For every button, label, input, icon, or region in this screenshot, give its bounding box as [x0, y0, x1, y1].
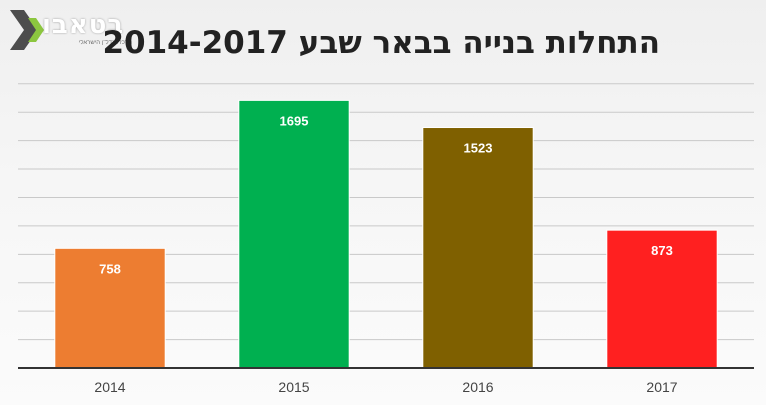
x-tick-label-2017: 2017	[646, 379, 677, 395]
logo-chevron-icon	[10, 10, 44, 50]
x-tick-label-2014: 2014	[94, 379, 125, 395]
data-label-2014: 758	[99, 261, 121, 276]
data-label-2016: 1523	[464, 141, 493, 156]
bar-2015	[238, 99, 350, 369]
x-tick-label-2016: 2016	[462, 379, 493, 395]
bar-2016	[422, 127, 534, 369]
data-label-2015: 1695	[280, 113, 309, 128]
data-label-2017: 873	[651, 243, 673, 258]
bar-2017	[606, 229, 718, 369]
logo: בטאבו מרכז הנדל"ן הישראלי	[8, 8, 140, 52]
logo-tagline: מרכז הנדל"ן הישראלי	[78, 40, 132, 46]
bar-2014	[54, 247, 166, 369]
chart-title: התחלות בנייה בבאר שבע 2014-2017	[102, 25, 660, 61]
logo-wordmark: בטאבו	[42, 10, 125, 40]
x-tick-label-2015: 2015	[278, 379, 309, 395]
